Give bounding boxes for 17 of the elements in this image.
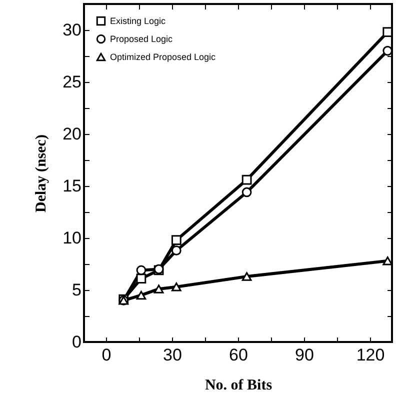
y-tick-label: 15 [62,176,82,196]
y-tick-label: 20 [62,124,82,144]
legend-label: Proposed Logic [110,34,174,44]
legend-label: Optimized Proposed Logic [110,52,216,62]
y-tick-label: 0 [72,332,82,352]
x-tick-label: 0 [102,346,112,364]
x-tick-label: 30 [163,346,182,364]
y-tick-label: 10 [62,228,82,248]
y-axis-title: Delay (nsec) [34,134,50,212]
x-axis-title: No. of Bits [204,378,272,394]
y-tick-label: 30 [62,20,82,40]
x-tick-label: 90 [295,346,314,364]
y-tick-label: 25 [62,72,82,92]
x-tick-label: 120 [356,346,385,364]
legend-label: Existing Logic [110,16,166,26]
x-tick-label: 60 [229,346,248,364]
y-tick-label: 5 [72,280,82,300]
